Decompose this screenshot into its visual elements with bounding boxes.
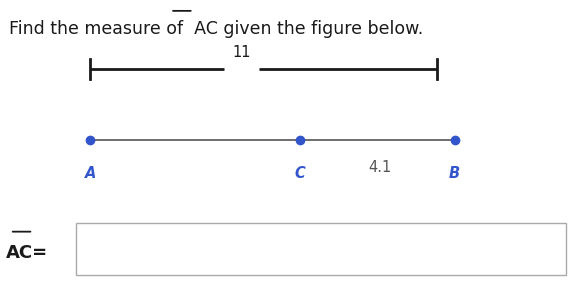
Text: Find the measure of  AC given the figure below.: Find the measure of AC given the figure … (9, 20, 423, 38)
Text: 11: 11 (233, 45, 251, 60)
Text: C: C (295, 166, 305, 181)
Text: B: B (449, 166, 461, 181)
Text: A: A (85, 166, 96, 181)
FancyBboxPatch shape (76, 223, 566, 275)
Text: AC=: AC= (6, 244, 48, 262)
Text: 4.1: 4.1 (368, 160, 392, 175)
